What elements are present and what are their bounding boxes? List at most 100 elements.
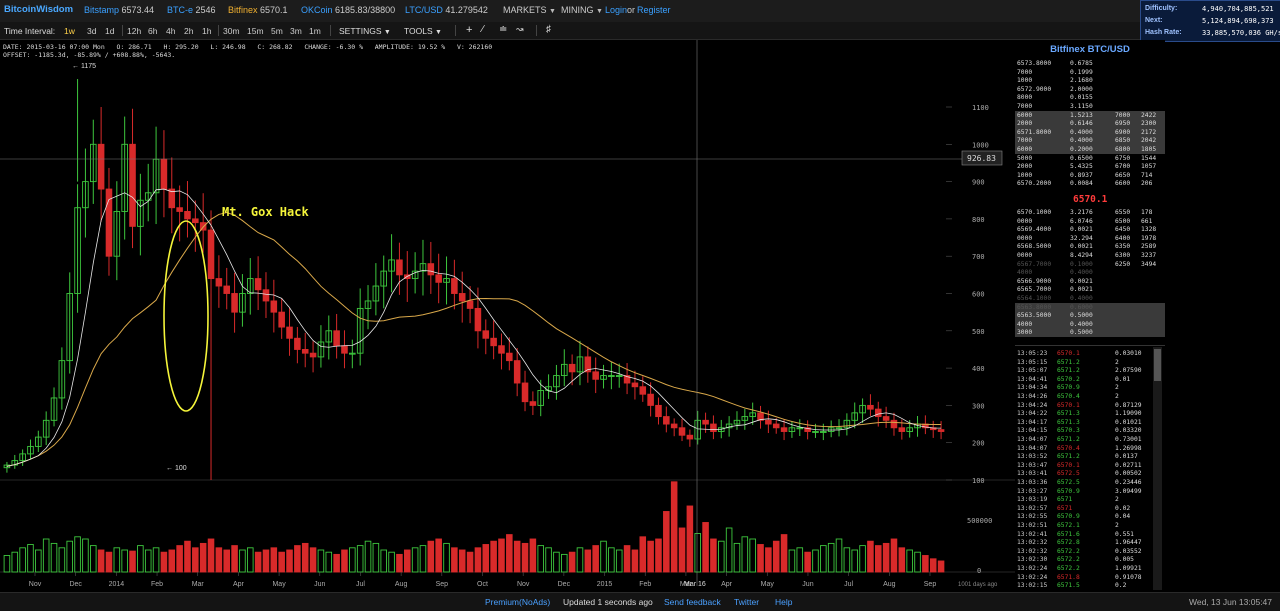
ask-amount: 1.5213 [1070,111,1093,119]
bid-price: 0000 [1017,252,1033,259]
trade-row: 13:02:24 6572.2 1.09921 [1015,564,1155,573]
alert-bell-icon[interactable]: ♯ [546,24,551,35]
bid-price: 4000 [1017,269,1033,277]
login-link[interactable]: Login [605,5,628,15]
candle-body [113,210,121,257]
market-bitfinex[interactable]: Bitfinex 6570.1 [228,5,288,15]
market-price: 2546 [195,5,216,15]
candle-body [388,259,395,272]
ask-row: 6000 0.2000 6800 1805 [1015,145,1165,154]
top-navbar: BitcoinWisdom Bitstamp 6573.44 BTC-e 254… [0,0,1140,23]
trade-price: 6571.3 [1057,410,1080,418]
volume-bar [74,536,81,573]
interval-1w[interactable]: 1w [64,26,75,36]
premium-link[interactable]: Premium(NoAds) [485,597,551,607]
ask-row: 6572.9000 2.0000 [1015,85,1165,94]
trade-amount: 1.96447 [1115,539,1142,547]
tools-menu[interactable]: TOOLS ▼ [404,26,442,36]
bid-row: 3000 0.5000 [1015,328,1165,338]
price-chart[interactable]: 100 200 300 400 500 600 700 800 900 1000 1100 50000… [0,40,1015,592]
volume-bar [97,549,105,573]
volume-bar [686,505,694,573]
trade-row: 13:03:52 6571.2 0.0137 [1015,452,1155,461]
trade-row: 13:03:36 6572.5 0.23446 [1015,478,1155,487]
bid-amount: 0.5000 [1070,329,1093,337]
interval-1d[interactable]: 1d [105,26,115,36]
volume-bar [521,542,529,573]
interval-30m[interactable]: 30m [223,26,240,36]
market-ltcusd[interactable]: LTC/USD 41.279542 [405,5,488,15]
interval-6h[interactable]: 6h [148,26,158,36]
bid-price: 6563.8000 [1017,303,1052,311]
register-link[interactable]: Register [637,5,671,15]
feedback-link[interactable]: Send feedback [664,597,721,607]
candle-body [796,427,804,430]
trade-time: 13:02:15 [1017,582,1048,590]
candle-body [317,341,325,358]
hashrate-value: 33,885,570,036 GH/s [1202,29,1280,37]
volume-bar [333,553,340,573]
volume-bar [733,542,741,573]
y-tick-label: 100 [972,477,985,485]
candle-body [710,423,717,432]
market-btce[interactable]: BTC-e 2546 [167,5,216,15]
fib-tool-icon[interactable]: ≐ [499,24,508,35]
volume-bar [615,549,623,573]
candle-body [835,427,843,430]
volume-bar [176,545,183,573]
trend-tool-icon[interactable]: ↝ [516,24,524,34]
interval-3d[interactable]: 3d [87,26,97,36]
x-tick-label: Nov [517,581,530,588]
mining-menu[interactable]: MINING ▼ [561,5,603,15]
volume-bar [168,549,176,573]
trade-price: 6571 [1057,504,1073,512]
markets-menu[interactable]: MARKETS ▼ [503,5,556,15]
market-okcoin[interactable]: OKCoin 6185.83/38800 [301,5,395,15]
interval-5m[interactable]: 5m [271,26,283,36]
x-tick-label: Dec [69,581,82,588]
volume-bar [835,538,843,573]
twitter-link[interactable]: Twitter [734,597,760,607]
candle-body [521,382,529,403]
bid-row: 6570.1000 3.2176 6550 178 [1015,208,1165,217]
trade-amount: 0.91078 [1115,573,1142,581]
trade-history-scrollbar[interactable] [1153,347,1162,590]
market-price: 41.279542 [445,5,488,15]
trade-amount: 2 [1115,358,1119,366]
interval-1h[interactable]: 1h [202,26,212,36]
volume-bar [655,538,662,573]
crosshair-tool-icon[interactable]: + [466,24,473,36]
trade-amount: 3.09499 [1115,487,1142,495]
chevron-down-icon: ▼ [435,29,442,36]
market-bitstamp[interactable]: Bitstamp 6573.44 [84,5,154,15]
brand-logo[interactable]: BitcoinWisdom [4,4,74,15]
volume-bar [584,549,592,573]
trade-history[interactable]: 13:05:23 6570.1 0.03010 13:05:15 6571.2 2 13:0… [1015,345,1165,591]
candle-body [843,419,851,429]
interval-12h[interactable]: 12h [127,26,142,36]
candle-body [341,345,348,354]
help-link[interactable]: Help [775,597,793,607]
scrollbar-thumb[interactable] [1154,349,1161,381]
line-tool-icon[interactable]: ∕ [482,24,484,35]
y-tick-label: 300 [972,402,985,410]
ask-depth-sum: 2300 [1141,120,1157,128]
volume-bar [513,540,521,573]
candle-body [184,210,191,220]
candle-body [364,300,372,309]
interval-2h[interactable]: 2h [184,26,194,36]
candle-body [623,375,631,384]
trade-amount: 0.2 [1115,582,1127,590]
interval-3m[interactable]: 3m [290,26,302,36]
ask-price: 2000 [1017,163,1033,171]
trade-price: 6570.2 [1057,375,1080,383]
interval-4h[interactable]: 4h [166,26,176,36]
candle-body [333,330,340,347]
settings-menu[interactable]: SETTINGS ▼ [339,26,391,36]
interval-1m[interactable]: 1m [309,26,321,36]
ask-amount: 2.1680 [1070,77,1093,85]
high-marker: ← 1175 [72,63,96,70]
trade-time: 13:03:27 [1017,487,1048,495]
volume-bar [325,551,333,573]
interval-15m[interactable]: 15m [247,26,264,36]
